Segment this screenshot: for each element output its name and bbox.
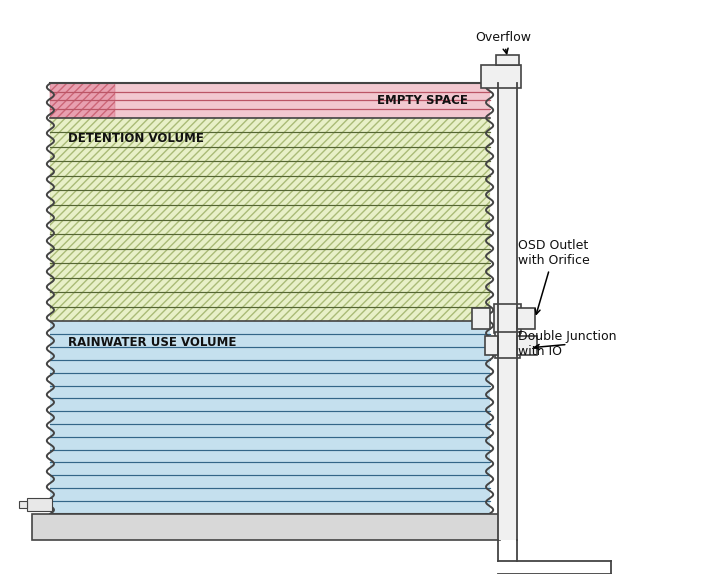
Bar [495, 332, 520, 358]
Bar [50, 118, 490, 321]
Bar [472, 308, 490, 329]
Bar [496, 55, 519, 65]
Bar [27, 498, 52, 511]
Bar [50, 83, 115, 118]
Bar [50, 321, 490, 514]
Text: Overflow: Overflow [475, 31, 531, 53]
Text: EMPTY SPACE: EMPTY SPACE [377, 94, 468, 107]
Bar [50, 118, 490, 321]
Bar [481, 65, 521, 88]
Bar [517, 336, 537, 355]
Bar [50, 83, 490, 118]
Bar [32, 514, 500, 540]
Text: RAINWATER USE VOLUME: RAINWATER USE VOLUME [68, 336, 237, 349]
Bar [517, 308, 535, 329]
Text: Double Junction
with IO: Double Junction with IO [518, 331, 617, 358]
Bar [494, 304, 521, 333]
Bar [485, 336, 498, 355]
Text: DETENTION VOLUME: DETENTION VOLUME [68, 132, 204, 145]
Bar [19, 502, 27, 508]
Bar [498, 83, 517, 540]
Text: OSD Outlet
with Orifice: OSD Outlet with Orifice [518, 239, 590, 314]
